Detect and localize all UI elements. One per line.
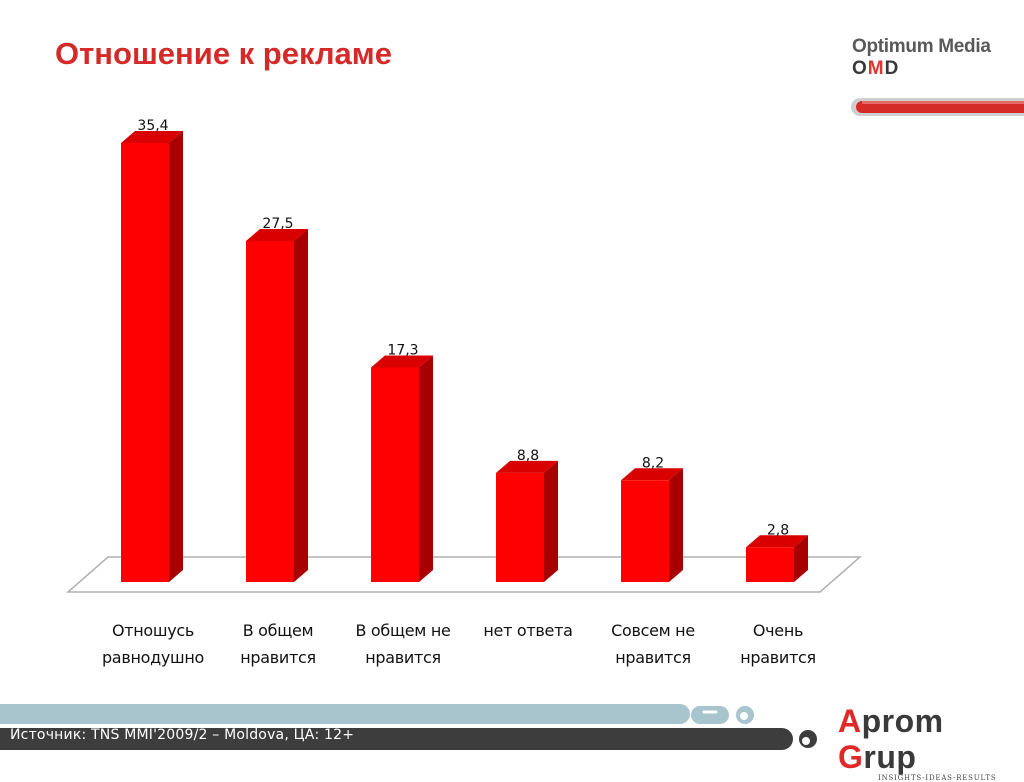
apromgrup-logo-name: Aprom Grup [838,703,944,775]
bar [621,480,669,582]
bar-side [294,228,308,582]
apromgrup-tagline: INSIGHTS-IDEAS-RESULTS [878,774,997,782]
bar [746,547,794,582]
bar-side [169,131,183,582]
bar [496,472,544,582]
bar-top [746,535,808,548]
category-label-line: нет ответа [483,621,573,640]
chart-floor [66,556,862,593]
category-label: Отношусь равнодушно [83,617,223,671]
apromgrup-logo: Aprom Grup INSIGHTS-IDEAS-RESULTS [838,703,1022,782]
bar-top [496,460,558,473]
category-label-line: В общем не [355,621,451,640]
bar-value-label: 8,2 [642,455,664,471]
bar-side [794,535,808,582]
bar-side [544,460,558,582]
category-label-line: нравится [240,648,316,667]
bar-top [121,131,183,143]
category-label: Совсем не нравится [583,617,723,671]
bar-side [669,468,683,582]
omd-logo-mark: OMD [852,58,900,79]
slide-title: Отношение к рекламе [55,36,392,71]
bar-top [621,468,683,481]
category-label: В общем нравится [208,617,348,671]
category-label-line: Очень [752,621,804,640]
bar-chart: 35,4 27,5 17,3 8,8 8,2 2,8 [66,118,862,593]
source-note: Источник: TNS MMI'2009/2 – Moldova, ЦА: … [10,727,355,743]
category-label: нет ответа [458,617,598,644]
bar-top [371,355,433,368]
category-label-line: В общем [242,621,314,640]
bar-value-label: 17,3 [387,342,418,358]
category-label-line: Совсем не [611,621,695,640]
category-label-line: равнодушно [101,648,205,667]
omd-logo: Optimum Media OMD [852,36,991,80]
bar-value-label: 27,5 [262,216,293,232]
bar [246,240,294,582]
bar [371,367,419,582]
bar-value-label: 35,4 [137,118,168,134]
bar-value-label: 2,8 [767,522,789,538]
footer-strip [0,704,817,750]
omd-logo-name: Optimum Media [852,36,991,57]
bar-value-label: 8,8 [517,448,539,464]
category-label-line: нравится [365,648,441,667]
category-label-line: Отношусь [111,621,195,640]
category-label: Очень нравится [708,617,848,671]
category-label-line: нравится [615,648,691,667]
bar-top [246,228,308,241]
category-label: В общем не нравится [333,617,473,671]
bar-side [419,355,433,582]
omd-accent-bar [851,98,1024,116]
category-label-line: нравится [740,648,816,667]
bar [121,143,169,582]
